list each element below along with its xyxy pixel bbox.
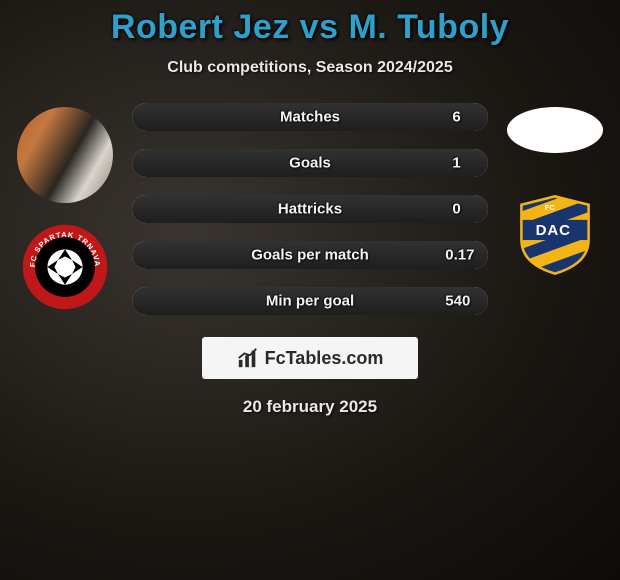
bar-chart-icon [237,347,259,369]
fc-dac-crest-icon: DAC FC [513,193,597,277]
svg-text:FC: FC [545,203,556,212]
left-column: FC SPARTAK TRNAVA [6,99,124,311]
spartak-trnava-crest-icon: FC SPARTAK TRNAVA [21,223,109,311]
subtitle: Club competitions, Season 2024/2025 [0,59,620,77]
brand-text: FcTables.com [265,348,384,369]
stats-column: Matches6 Goals1 Hattricks0 Goals per match0… [124,99,496,315]
club-badge-left: FC SPARTAK TRNAVA [21,223,109,311]
date-line: 20 february 2025 [0,397,620,417]
club-badge-right: DAC FC [513,193,597,277]
infographic-root: Robert Jez vs M. Tuboly Club competition… [0,0,620,417]
photo-placeholder [17,107,113,203]
stat-fill [132,241,488,269]
stat-fill [132,195,488,223]
stat-row: Matches6 [132,103,488,131]
stat-row: Goals1 [132,149,488,177]
stat-fill [132,103,488,131]
player-photo-right [507,107,603,153]
brand-watermark: FcTables.com [202,337,418,379]
svg-text:DAC: DAC [536,222,571,239]
main-row: FC SPARTAK TRNAVA Matches6 Goals1 Hattrick… [0,99,620,315]
stat-row: Goals per match0.17 [132,241,488,269]
stat-fill [132,149,488,177]
player-photo-left [17,107,113,203]
stat-fill [132,287,488,315]
stat-row: Min per goal540 [132,287,488,315]
photo-placeholder-blank [507,107,603,153]
stat-row: Hattricks0 [132,195,488,223]
right-column: DAC FC [496,99,614,277]
page-title: Robert Jez vs M. Tuboly [0,8,620,47]
